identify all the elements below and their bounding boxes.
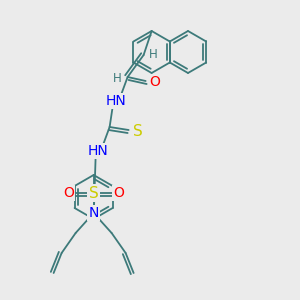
Text: O: O [149, 75, 160, 89]
Text: H: H [149, 47, 158, 61]
Text: S: S [89, 185, 98, 200]
Text: S: S [133, 124, 142, 139]
Text: O: O [63, 186, 74, 200]
Text: N: N [88, 206, 99, 220]
Text: HN: HN [87, 144, 108, 158]
Text: O: O [113, 186, 124, 200]
Text: H: H [113, 71, 122, 85]
Text: HN: HN [105, 94, 126, 108]
